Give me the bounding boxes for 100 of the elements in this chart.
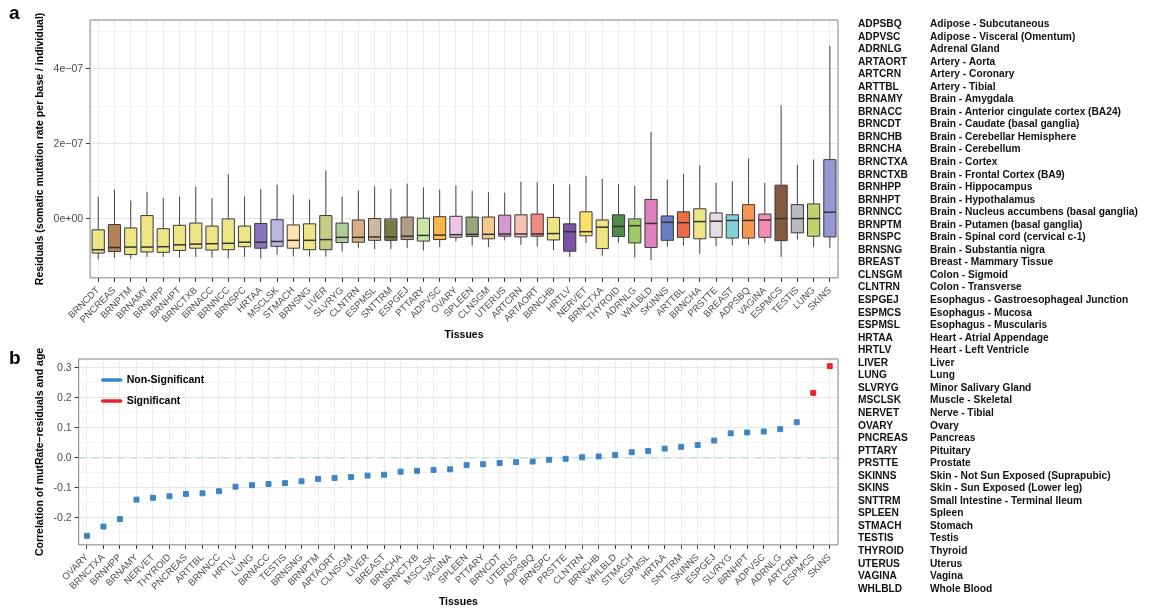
text: CLNSGM [858, 268, 904, 282]
point [628, 449, 635, 456]
text: Esophagus - Muscularis [930, 319, 1049, 332]
point [116, 516, 123, 523]
point [612, 451, 619, 458]
text: Brain - Anterior cingulate cortex (BA24) [930, 105, 1122, 119]
y-axis-title: Correlation of mutRate–residuals and age [33, 347, 46, 557]
point [414, 467, 421, 474]
x-axis-title: Tissues [444, 327, 484, 340]
point [430, 466, 437, 473]
point [216, 488, 222, 495]
text: PNCREAS [858, 432, 909, 445]
point [331, 475, 338, 481]
y-tick-label: -0.2 [53, 510, 72, 523]
text: Small Intestine - Terminal Ileum [930, 494, 1084, 508]
point [694, 442, 701, 449]
point [282, 480, 288, 487]
text: BRNCTXA [858, 156, 909, 169]
point [315, 475, 322, 482]
y-axis-title: Residuals (somatic mutation rate per base / individual) [33, 12, 46, 286]
text: ADRNLG [858, 43, 903, 56]
point [760, 428, 767, 435]
text: BRNCHA [858, 143, 904, 157]
text: HRTLV [858, 344, 893, 357]
text: Brain - Hippocampus [930, 181, 1034, 194]
text: Brain - Hypothalamus [930, 193, 1037, 207]
text: PTTARY [858, 444, 899, 458]
text: Brain - Frontal Cortex (BA9) [930, 168, 1066, 182]
point [826, 363, 833, 370]
text: SLVRYG [858, 381, 900, 395]
text: BRNAMY [858, 93, 904, 106]
point [397, 468, 404, 475]
point [232, 483, 239, 490]
text: Brain - Nucleus accumbens (basal ganglia) [930, 206, 1139, 219]
point [727, 430, 734, 437]
text: Adipose - Subcutaneous [930, 18, 1051, 31]
text: BRNCTXB [858, 168, 909, 182]
text: Minor Salivary Gland [930, 381, 1033, 395]
point [166, 493, 173, 500]
point [364, 472, 371, 479]
text: Testis [930, 532, 960, 545]
text: OVARY [858, 419, 895, 433]
text: Brain - Amygdala [930, 93, 1015, 106]
text: BRNACC [858, 105, 904, 119]
x-axis-title: Tissues [438, 594, 478, 607]
text: Colon - Sigmoid [930, 268, 1010, 282]
point [199, 490, 206, 497]
text: BRNNCC [858, 206, 904, 219]
text: Liver [930, 356, 956, 370]
text: BRNCDT [858, 118, 902, 131]
text: Heart - Atrial Appendage [930, 331, 1050, 345]
y-tick-label: 0e+00 [53, 211, 84, 224]
legend-label: Non-Significant [126, 372, 205, 385]
text: ADPVSC [858, 30, 902, 44]
point [562, 455, 569, 462]
text: Pancreas [930, 432, 977, 445]
text: MSCLSK [858, 394, 902, 407]
text: ARTCRN [858, 68, 902, 81]
point [595, 453, 602, 460]
text: Adipose - Visceral (Omentum) [930, 30, 1077, 44]
text: BREAST [858, 256, 901, 269]
point [463, 462, 470, 469]
text: SKINS [858, 482, 891, 495]
point [661, 445, 668, 452]
text: Brain - Putamen (basal ganglia) [930, 218, 1084, 232]
text: Brain - Substantia nigra [930, 243, 1046, 257]
point [529, 458, 536, 465]
text: ADPSBQ [858, 18, 903, 31]
text: Prostate [930, 457, 972, 470]
legend-label: Significant [126, 393, 181, 406]
text: Breast - Mammary Tissue [930, 256, 1055, 269]
text: Spleen [930, 507, 965, 520]
point [480, 461, 487, 468]
text: Ovary [930, 419, 960, 433]
y-tick-label: -0.1 [53, 480, 72, 493]
text: BRNSNG [858, 243, 904, 257]
point [645, 448, 652, 455]
point [381, 471, 388, 478]
text: Artery - Coronary [930, 68, 1016, 81]
y-tick-label: 0.3 [57, 360, 72, 373]
y-tick-label: 2e−07 [53, 136, 84, 149]
point [83, 532, 90, 539]
text: ARTAORT [858, 55, 909, 69]
text: SKINNS [858, 469, 898, 483]
text: BRNSPC [858, 231, 903, 244]
point [496, 460, 503, 466]
point [183, 490, 189, 497]
text: Skin - Not Sun Exposed (Suprapubic) [930, 469, 1112, 483]
point [447, 466, 454, 473]
text: Muscle - Skeletal [930, 394, 1014, 407]
text: TESTIS [858, 532, 895, 545]
y-tick-label: 0.1 [57, 420, 72, 433]
text: STMACH [858, 519, 903, 533]
text: LIVER [858, 356, 889, 370]
point [100, 523, 107, 530]
text: Skin - Sun Exposed (Lower leg) [930, 482, 1084, 495]
text: Artery - Tibial [930, 80, 997, 94]
point [150, 494, 156, 501]
point [265, 481, 272, 487]
text: ARTTBL [858, 80, 900, 94]
